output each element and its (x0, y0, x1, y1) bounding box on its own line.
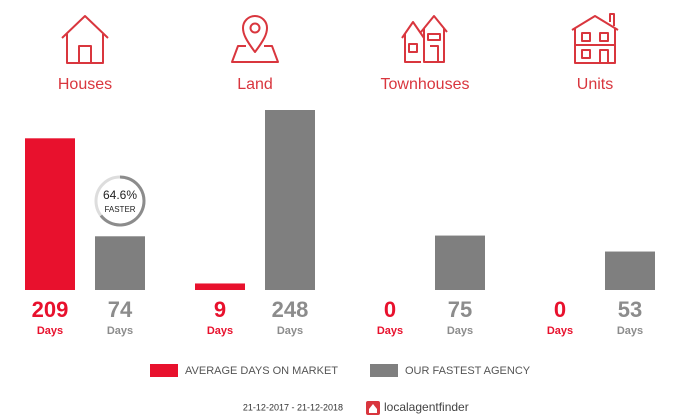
value-label: 209 (32, 297, 69, 322)
houses-icon (61, 15, 109, 64)
category-label: Land (237, 76, 273, 93)
category-label: Townhouses (381, 76, 470, 93)
bar (435, 235, 485, 290)
badge-value: 64.6% (103, 188, 137, 202)
value-label: 248 (272, 297, 309, 322)
unit-label: Days (277, 325, 303, 337)
bar (95, 236, 145, 290)
unit-label: Days (547, 325, 573, 337)
category-label: Units (577, 76, 613, 93)
brand-logo-mark (369, 404, 377, 413)
unit-label: Days (447, 325, 473, 337)
legend-label: AVERAGE DAYS ON MARKET (185, 365, 338, 377)
badge-arc (99, 175, 146, 227)
unit-label: Days (107, 325, 133, 337)
brand: localagentfinder (384, 400, 469, 414)
legend-label: OUR FASTEST AGENCY (405, 365, 531, 377)
unit-label: Days (207, 325, 233, 337)
value-label: 53 (618, 297, 642, 322)
unit-label: Days (37, 325, 63, 337)
legend-swatch (150, 364, 178, 377)
category-label: Houses (58, 76, 112, 93)
legend-swatch (370, 364, 398, 377)
bar (195, 283, 245, 290)
unit-label: Days (377, 325, 403, 337)
value-label: 0 (554, 297, 566, 322)
bar (25, 138, 75, 290)
value-label: 75 (448, 297, 472, 322)
badge-text: FASTER (104, 205, 135, 214)
bar (605, 251, 655, 290)
date-range: 21-12-2017 - 21-12-2018 (243, 402, 343, 412)
value-label: 0 (384, 297, 396, 322)
land-icon (231, 15, 279, 63)
bar (265, 110, 315, 290)
townhouses-icon (401, 15, 448, 63)
value-label: 74 (108, 297, 133, 322)
value-label: 9 (214, 297, 226, 322)
units-icon (571, 13, 619, 64)
unit-label: Days (617, 325, 643, 337)
